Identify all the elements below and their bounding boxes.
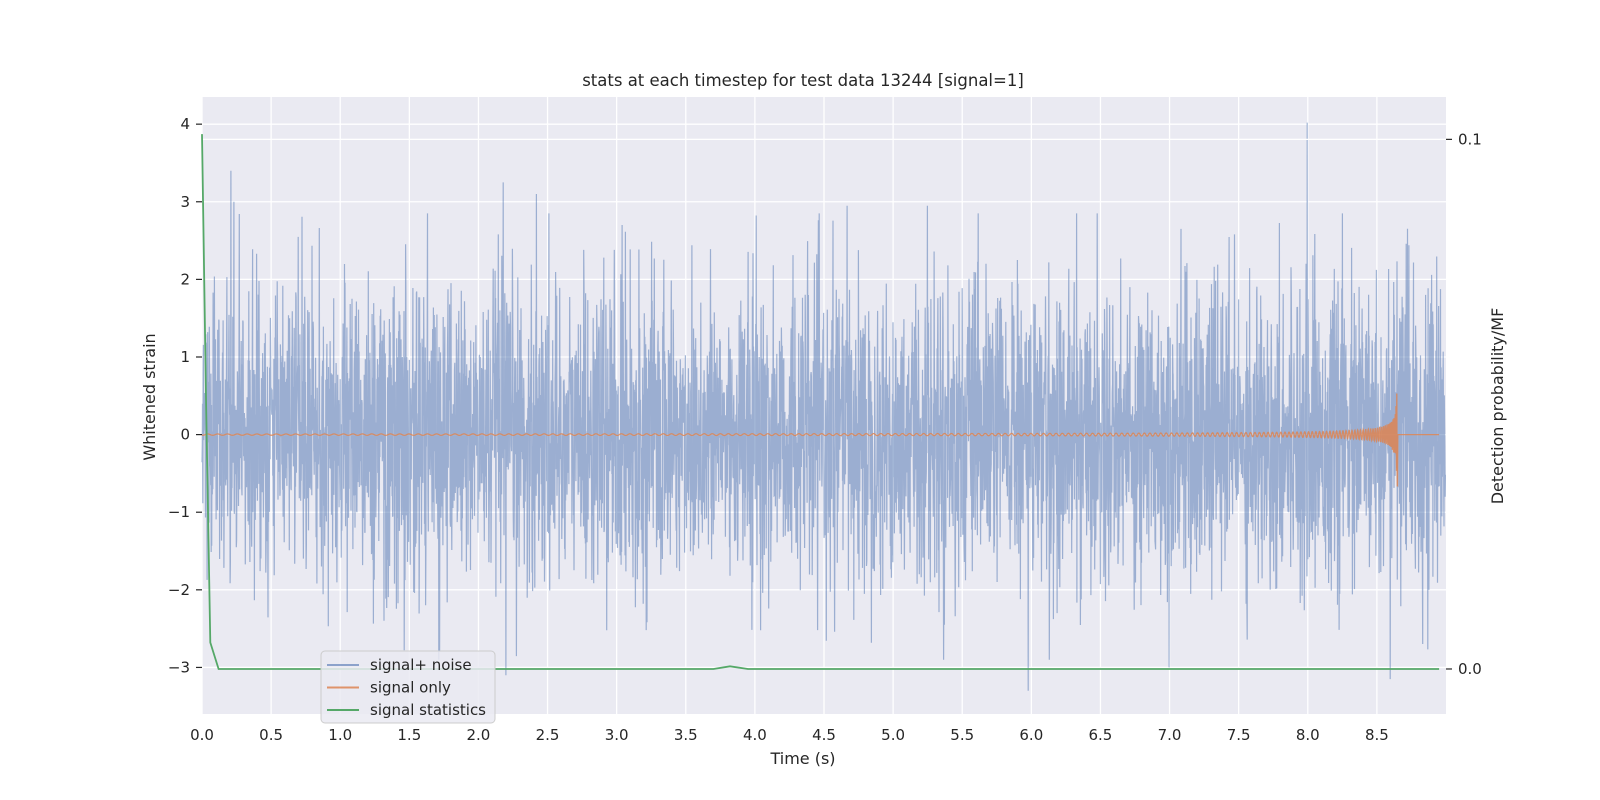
chart-title: stats at each timestep for test data 132… bbox=[582, 71, 1024, 90]
x-tick-label: 2.0 bbox=[467, 726, 491, 744]
legend: signal+ noise signal only signal statistic… bbox=[320, 650, 496, 724]
x-tick-label: 0.0 bbox=[190, 726, 214, 744]
x-tick-label: 4.5 bbox=[812, 726, 836, 744]
y-right-axis-label: Detection probability/MF bbox=[1488, 308, 1507, 505]
y-tick-label: −3 bbox=[168, 658, 190, 676]
legend-box bbox=[320, 650, 496, 724]
signal-noise-line bbox=[201, 122, 1446, 691]
x-tick-label: 3.5 bbox=[674, 726, 698, 744]
y-tick-label: 0 bbox=[180, 426, 190, 444]
legend-label: signal only bbox=[370, 679, 451, 697]
x-tick-label: 7.0 bbox=[1158, 726, 1182, 744]
y-tick-label: 1 bbox=[180, 348, 190, 366]
y-right-axis-ticks: 0.1 0.0 bbox=[1446, 130, 1482, 678]
x-axis-label: Time (s) bbox=[769, 749, 835, 768]
y-axis-label: Whitened strain bbox=[140, 333, 159, 460]
signal-only-line bbox=[201, 393, 1440, 487]
y-tick-label: −1 bbox=[168, 503, 190, 521]
x-tick-label: 2.5 bbox=[536, 726, 560, 744]
x-tick-label: 0.5 bbox=[259, 726, 283, 744]
y-tick-label: 3 bbox=[180, 193, 190, 211]
legend-label: signal+ noise bbox=[370, 656, 472, 674]
legend-label: signal statistics bbox=[370, 701, 486, 719]
x-tick-label: 3.0 bbox=[605, 726, 629, 744]
signal-noise-series bbox=[201, 122, 1446, 691]
signal-statistics-line bbox=[201, 134, 1440, 670]
x-tick-label: 8.0 bbox=[1296, 726, 1320, 744]
y-axis-ticks: 4 3 2 1 0 −1 −2 −3 bbox=[168, 115, 202, 676]
x-tick-label: 6.5 bbox=[1089, 726, 1113, 744]
y-tick-label: −2 bbox=[168, 581, 190, 599]
x-tick-label: 8.5 bbox=[1365, 726, 1389, 744]
signal-statistics-series bbox=[201, 134, 1440, 670]
signal-only-series bbox=[201, 138, 1446, 487]
x-tick-label: 5.5 bbox=[950, 726, 974, 744]
y-right-tick-label: 0.1 bbox=[1458, 130, 1482, 148]
x-tick-label: 6.0 bbox=[1019, 726, 1043, 744]
x-tick-label: 1.5 bbox=[397, 726, 421, 744]
x-tick-label: 5.0 bbox=[881, 726, 905, 744]
y-right-tick-label: 0.0 bbox=[1458, 660, 1482, 678]
x-axis-ticks: 0.0 0.5 1.0 1.5 2.0 2.5 3.0 3.5 4.0 4.5 5.0 5.5 6.0 6… bbox=[190, 726, 1389, 744]
y-tick-label: 2 bbox=[180, 270, 190, 288]
x-tick-label: 4.0 bbox=[743, 726, 767, 744]
y-tick-label: 4 bbox=[180, 115, 190, 133]
x-tick-label: 7.5 bbox=[1227, 726, 1251, 744]
x-tick-label: 1.0 bbox=[328, 726, 352, 744]
